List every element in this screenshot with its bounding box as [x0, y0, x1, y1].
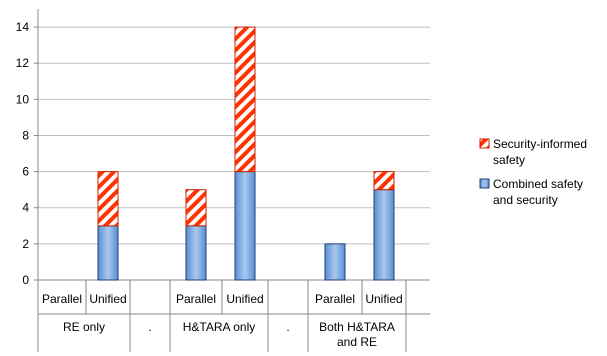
legend-label: safety [493, 153, 525, 167]
category-labels: Parallel Unified RE only . Parallel Unified H&… [38, 280, 430, 352]
y-tick-label: 12 [16, 56, 30, 70]
y-tick-label: 14 [16, 20, 30, 34]
legend-item: Security-informed safety [479, 137, 587, 167]
category-label: Unified [226, 292, 263, 306]
group-label: H&TARA only [183, 320, 255, 334]
bar-security-informed-safety [234, 26, 256, 173]
bar-combined-safety-and-security [185, 225, 207, 281]
y-tick-label: 6 [22, 165, 29, 179]
category-label: Unified [365, 292, 402, 306]
bar-security-informed-safety [97, 171, 119, 227]
category-label: Parallel [42, 292, 82, 306]
bar-security-informed-safety [373, 171, 395, 191]
legend-swatch [479, 178, 490, 189]
gridlines [38, 26, 430, 245]
y-tick-label: 0 [22, 273, 29, 287]
category-label: Parallel [315, 292, 355, 306]
bars [97, 26, 395, 281]
group-label: . [286, 320, 289, 334]
legend-label: Combined safety [493, 177, 583, 191]
y-tick-label: 8 [22, 128, 29, 142]
bar-combined-safety-and-security [234, 171, 256, 281]
bar-combined-safety-and-security [97, 225, 119, 281]
group-label: RE only [63, 320, 105, 334]
bar-security-informed-safety [185, 189, 207, 227]
legend-swatch [479, 138, 490, 149]
bar-combined-safety-and-security [324, 243, 346, 281]
category-label: Parallel [176, 292, 216, 306]
category-label: Unified [89, 292, 126, 306]
y-tick-label: 10 [16, 92, 30, 106]
bar-combined-safety-and-security [373, 189, 395, 281]
legend-label: and security [493, 193, 558, 207]
group-label: Both H&TARA [319, 320, 395, 334]
legend-item: Combined safety and security [479, 177, 583, 207]
y-tick-label: 4 [22, 201, 29, 215]
legend-label: Security-informed [493, 137, 587, 151]
group-label: and RE [337, 335, 377, 349]
legend: Security-informed safety Combined safety an… [479, 137, 587, 207]
group-label: . [148, 320, 151, 334]
y-tick-label: 2 [22, 237, 29, 251]
